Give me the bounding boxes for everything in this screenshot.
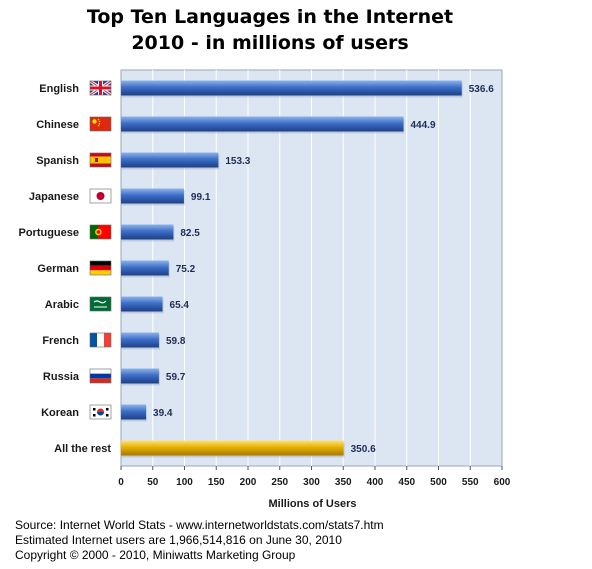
bar-japanese: [121, 188, 184, 204]
value-label: 65.4: [170, 300, 190, 311]
value-label: 82.5: [180, 228, 200, 239]
value-label: 99.1: [191, 192, 211, 203]
x-axis-title: Millions of Users: [268, 498, 356, 510]
russia-flag-icon: [89, 368, 112, 384]
bar-arabic: [121, 296, 163, 312]
x-tick-label: 0: [118, 477, 124, 488]
x-tick-label: 100: [176, 477, 193, 488]
estimate-note: Estimated Internet users are 1,966,514,8…: [15, 533, 342, 547]
chart-subtitle: 2010 - in millions of users: [131, 32, 409, 54]
category-label: English: [39, 83, 79, 95]
category-label: Russia: [43, 371, 80, 383]
copyright-note: Copyright © 2000 - 2010, Miniwatts Marke…: [15, 548, 296, 562]
value-label: 153.3: [225, 156, 250, 167]
value-label: 444.9: [411, 120, 436, 131]
bar-german: [121, 260, 169, 276]
x-tick-label: 350: [335, 477, 352, 488]
bar-english: [121, 80, 462, 96]
category-label: Portuguese: [18, 227, 79, 239]
japan-flag-icon: [89, 188, 112, 204]
x-tick-label: 250: [271, 477, 288, 488]
bar-russia: [121, 368, 159, 384]
value-label: 75.2: [176, 264, 196, 275]
bar-spanish: [121, 152, 219, 168]
bar-french: [121, 332, 159, 348]
bar-chinese: [121, 116, 404, 132]
korea-flag-icon: [89, 404, 112, 420]
value-label: 59.7: [166, 372, 186, 383]
x-tick-label: 500: [430, 477, 447, 488]
x-tick-label: 300: [303, 477, 320, 488]
value-label: 350.6: [351, 444, 376, 455]
category-label: Japanese: [29, 191, 79, 203]
category-label: Korean: [41, 407, 79, 419]
category-label: German: [37, 263, 79, 275]
france-flag-icon: [89, 332, 112, 348]
x-tick-label: 200: [240, 477, 257, 488]
source-note: Source: Internet World Stats - www.inter…: [15, 518, 384, 532]
value-label: 536.6: [469, 84, 494, 95]
x-tick-label: 600: [494, 477, 511, 488]
uk-flag-icon: [89, 79, 112, 97]
x-tick-label: 450: [398, 477, 415, 488]
x-tick-label: 400: [367, 477, 384, 488]
bar-all-the-rest: [121, 440, 344, 456]
category-label: All the rest: [54, 443, 111, 455]
category-label: French: [42, 335, 79, 347]
spain-flag-icon: [89, 152, 112, 168]
x-tick-label: 50: [147, 477, 159, 488]
category-label: Chinese: [36, 119, 79, 131]
value-label: 39.4: [153, 408, 173, 419]
germany-flag-icon: [89, 260, 112, 276]
value-label: 59.8: [166, 336, 186, 347]
category-label: Spanish: [36, 155, 79, 167]
chart-title: Top Ten Languages in the Internet: [86, 6, 454, 28]
bar-portuguese: [121, 224, 174, 240]
bar-korean: [121, 404, 147, 420]
x-tick-label: 550: [462, 477, 479, 488]
category-label: Arabic: [45, 299, 79, 311]
saudi-arabia-flag-icon: [89, 296, 112, 312]
portugal-flag-icon: [89, 224, 112, 240]
x-tick-label: 150: [208, 477, 225, 488]
china-flag-icon: [89, 116, 112, 132]
